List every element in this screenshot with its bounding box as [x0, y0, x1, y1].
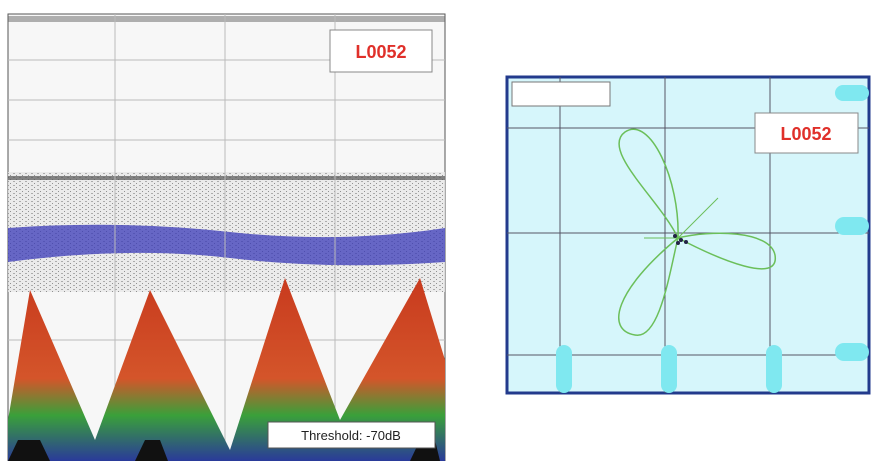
- surface-band: [8, 16, 445, 22]
- legend-box: [512, 82, 610, 106]
- screenshot: L0052 Threshold: -70dB L0052: [0, 0, 871, 461]
- line-label: L0052: [780, 124, 831, 144]
- threshold-text: Threshold: -70dB: [301, 428, 401, 443]
- track-panel: L0052: [507, 77, 869, 393]
- echogram-panel: L0052 Threshold: -70dB: [8, 14, 445, 461]
- page: {"left_panel": {"label": "L0052", "thres…: [0, 0, 871, 461]
- scatter-line: [8, 176, 445, 180]
- line-label: L0052: [355, 42, 406, 62]
